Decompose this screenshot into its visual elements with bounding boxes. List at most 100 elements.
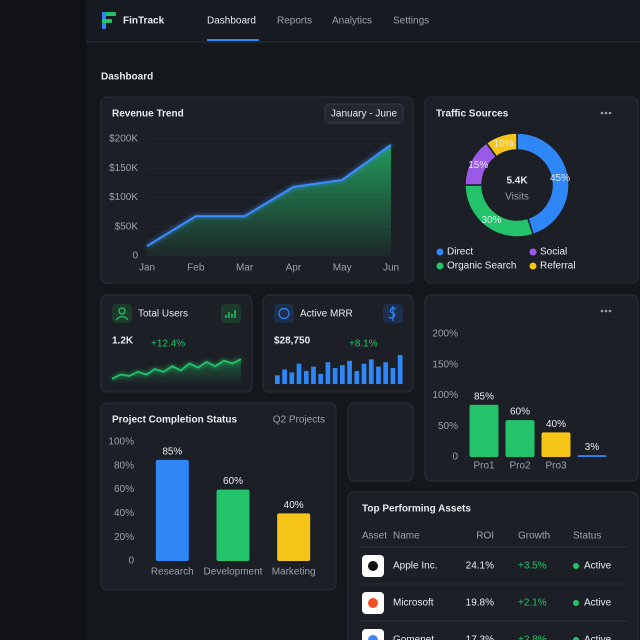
bar-value-label: 60% [510,407,530,418]
y-tick-label: 20% [114,532,134,543]
bar-value-label: 85% [162,446,182,457]
bar [541,432,571,457]
donut-slice [485,132,518,158]
stat-change: +12.4% [151,339,185,350]
trend-line [146,144,392,247]
y-tick-label: 0 [132,251,138,262]
stat-value: $28,750 [274,336,311,347]
nav-link[interactable]: Analytics [332,16,372,27]
status-dot [573,600,579,606]
spark-bar [289,372,295,384]
assets-card [347,491,639,640]
x-tick-label: Pro2 [509,461,531,472]
stat-title: Total Users [138,309,188,320]
x-tick-label: Development [204,567,263,578]
range-label[interactable]: January - June [331,109,398,120]
mrr-icon [274,304,294,323]
asset-name: Gomenet [393,635,434,640]
bar-value-label: 60% [223,476,243,487]
spark-bar [340,365,345,384]
legend-label: Organic Search [447,261,516,272]
spark-bar [296,363,302,384]
menu-icon[interactable] [600,111,612,115]
card-subtitle: Q2 Projects [273,415,325,426]
spark-bar [332,368,338,384]
spark-line [111,358,242,380]
card-title: Project Completion Status [112,415,237,426]
y-tick-label: 80% [114,460,134,471]
status-dot [573,563,579,569]
nav-link[interactable]: Settings [393,16,429,27]
bar-value-label: 40% [546,419,566,430]
column-header: ROI [476,531,494,542]
y-tick-label: 100% [432,390,458,401]
bar [277,513,311,561]
empty-card [347,402,414,482]
bar [216,489,250,561]
y-tick-label: 0 [452,452,458,463]
top-nav [86,0,640,42]
spark-bar [361,363,367,384]
y-tick-label: 50% [438,421,458,432]
x-tick-label: Apr [286,263,302,274]
active-indicator [207,39,259,41]
legend-label: Social [540,247,567,258]
slice-label: 45% [550,173,570,184]
column-header: Asset [362,531,387,542]
nav-link[interactable]: Reports [277,16,312,27]
y-tick-label: $50K [115,221,139,232]
bar [469,404,499,457]
y-tick-label: 0 [128,556,134,567]
asset-icon-glyph [368,635,378,640]
x-tick-label: Mar [236,263,254,274]
spark-area [112,359,241,383]
stat-title: Active MRR [300,309,353,320]
asset-icon-glyph [368,561,378,571]
legend-swatch [436,262,444,270]
y-tick-label: $100K [109,192,138,203]
spark-bar [303,370,309,384]
brand-name: FinTrack [123,16,165,27]
asset-name: Microsoft [393,598,434,609]
legend-swatch [529,248,537,256]
status-dot [573,637,579,640]
card-title: Top Performing Assets [362,504,471,515]
nav-link[interactable]: Dashboard [207,16,256,27]
spark-bar [318,373,324,384]
chart-icon-glyph [225,310,236,318]
mrr-icon-glyph [278,307,290,320]
asset-icon-glyph [368,598,378,608]
x-tick-label: Jun [383,263,399,274]
card-title: Revenue Trend [112,109,184,120]
x-tick-label: Feb [187,263,205,274]
y-tick-label: 100% [108,437,134,448]
spark-bar [376,366,381,384]
center-label: Visits [505,192,529,203]
chart-icon [221,304,241,323]
brand-logo [102,12,116,29]
column-header: Name [393,531,420,542]
asset-roi: 19.8% [466,598,494,609]
column-header: Growth [518,531,550,542]
spark-bar [275,375,280,384]
legend-swatch [436,248,444,256]
x-tick-label: Pro3 [545,461,567,472]
stat-change: +8.1% [349,339,378,350]
spark-bar [368,359,374,384]
asset-name: Apple Inc. [393,561,437,572]
y-tick-label: 60% [114,484,134,495]
bar [505,420,535,457]
asset-roi: 24.1% [466,561,494,572]
users-icon-glyph [115,315,129,321]
slice-label: 10% [494,138,514,149]
users-icon-glyph [118,307,126,315]
range-picker[interactable] [324,103,404,124]
menu-icon[interactable] [600,309,612,313]
x-tick-label: Pro1 [473,461,495,472]
sidebar [0,0,86,640]
x-tick-label: Marketing [272,567,316,578]
asset-status: Active [584,635,612,640]
y-tick-label: $200K [109,134,138,145]
